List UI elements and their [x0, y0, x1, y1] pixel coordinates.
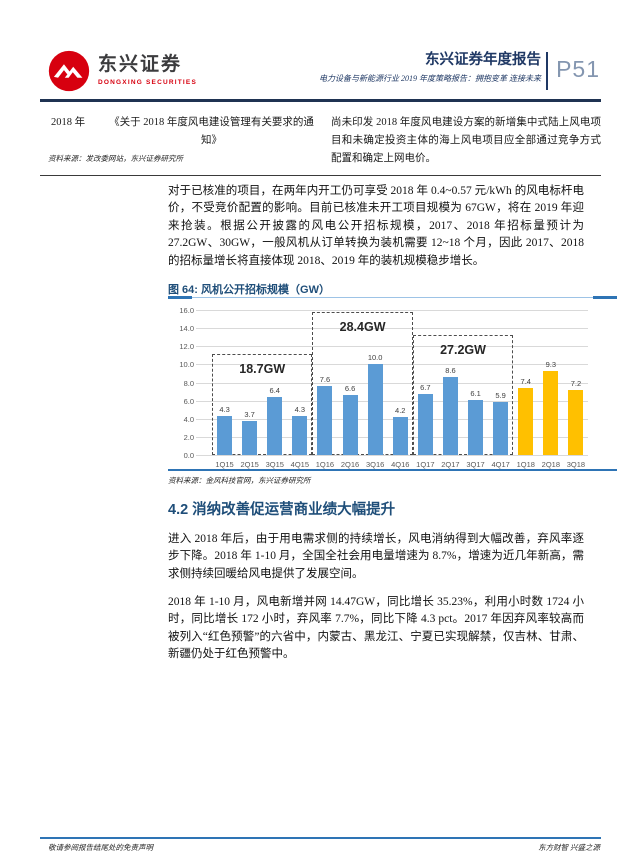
policy-year: 2018 年: [50, 117, 86, 128]
chart-gridline: [196, 382, 588, 384]
bar-value-label: 4.2: [395, 405, 406, 415]
chart-gridline: [196, 346, 588, 348]
x-axis-tick-label: 2Q18: [541, 460, 561, 469]
bar-value-label: 6.6: [344, 384, 356, 394]
policy-table-row: 2018 年 《关于 2018 年度风电建设管理有关要求的通知》 尚未印发 20…: [40, 112, 601, 176]
annotation-box: [312, 311, 413, 455]
x-axis-tick-label: 3Q18: [566, 460, 586, 469]
report-subtitle: 电力设备与新能源行业 2019 年度策略报告：拥抱变革 连接未来: [319, 74, 541, 84]
chart-bar: [217, 416, 233, 455]
body-paragraph-3: 2018 年 1-10 月，风电新增并网 14.47GW，同比增长 35.23%…: [168, 596, 584, 661]
chart-gridline: [196, 418, 588, 420]
x-axis-tick-label: 3Q16: [365, 460, 385, 469]
x-axis-tick-label: 1Q16: [315, 460, 335, 469]
chart-bar: [417, 394, 433, 455]
chart-gridline: [196, 310, 588, 311]
chart-bar: [392, 416, 408, 455]
chart-bar: [442, 377, 458, 455]
dongxing-logo-icon: [48, 50, 90, 92]
chart-bar: [342, 395, 358, 455]
chart-bar: [518, 387, 534, 455]
footer-rule: [40, 837, 601, 839]
y-axis-tick-label: 10.0: [179, 360, 194, 370]
footer-disclaimer: 敬请参阅报告结尾处的免责声明: [48, 843, 153, 852]
x-axis-tick-label: 1Q15: [215, 460, 234, 469]
policy-name: 《关于 2018 年度风电建设管理有关要求的通知》: [109, 117, 314, 146]
table-source-note: 资料来源：发改委网站，东兴证券研究所: [48, 154, 183, 163]
company-logo: 东兴证券 DONGXING SECURITIES: [48, 50, 197, 92]
figure-title-rule: [168, 296, 617, 299]
chart-gridline: [196, 455, 588, 456]
y-axis-tick-label: 6.0: [183, 396, 194, 406]
figure-title: 图 64: 风机公开招标规模（GW）: [168, 284, 330, 296]
brand-name-en: DONGXING SECURITIES: [98, 79, 198, 86]
x-axis-tick-label: 4Q17: [491, 460, 510, 469]
x-axis-tick-label: 2Q15: [240, 460, 259, 469]
bar-value-label: 7.4: [520, 376, 531, 386]
chart-bar: [317, 386, 333, 455]
y-axis-tick-label: 4.0: [183, 414, 194, 424]
x-axis-tick-label: 1Q17: [416, 460, 435, 469]
chart-bar: [367, 364, 383, 455]
x-axis-tick-label: 2Q17: [441, 460, 460, 469]
figure-source-note: 资料来源：金风科技官网，东兴证券研究所: [168, 476, 311, 485]
annotation-label: 18.7GW: [239, 361, 286, 376]
footer-slogan: 东方财智 兴盛之源: [538, 843, 600, 852]
header-rule: [40, 99, 601, 102]
annotation-label: 27.2GW: [440, 343, 486, 358]
bar-value-label: 6.4: [269, 386, 280, 395]
bar-value-label: 5.9: [495, 390, 506, 400]
page-number: P51: [556, 56, 600, 82]
bar-value-label: 6.1: [470, 388, 481, 398]
report-title: 东兴证券年度报告: [425, 52, 541, 68]
policy-detail: 尚未印发 2018 年度风电建设方案的新增集中式陆上风电项目和未确定投资主体的海…: [331, 117, 601, 164]
chart-bar: [468, 399, 484, 455]
bar-value-label: 9.3: [545, 359, 557, 369]
y-axis-tick-label: 14.0: [179, 324, 194, 334]
section-heading: 4.2 消纳改善促运营商业绩大幅提升: [168, 502, 396, 518]
y-axis-tick-label: 12.0: [179, 342, 194, 352]
body-paragraph-1: 对于已核准的项目，在两年内开工仍可享受 2018 年 0.4~0.57 元/kW…: [168, 185, 584, 267]
chart-gridline: [196, 400, 588, 402]
header-divider: [546, 52, 548, 90]
y-axis-tick-label: 8.0: [183, 378, 194, 388]
body-paragraph-2: 进入 2018 年后，由于用电需求侧的持续增长，风电消纳得到大幅改善，弃风率逐步…: [168, 533, 584, 580]
y-axis-tick-label: 2.0: [183, 432, 194, 442]
y-axis-tick-label: 16.0: [179, 306, 194, 315]
bar-value-label: 4.3: [219, 405, 230, 415]
chart-gridline: [196, 328, 588, 330]
y-axis-tick-label: 0.0: [183, 451, 194, 460]
chart-bar: [568, 389, 584, 455]
chart-bar: [242, 421, 258, 455]
x-axis-tick-label: 4Q15: [290, 460, 310, 469]
bar-value-label: 4.3: [294, 405, 306, 415]
annotation-label: 28.4GW: [339, 319, 386, 334]
x-axis-tick-label: 2Q16: [340, 460, 360, 469]
chart-bar: [543, 370, 559, 455]
bar-value-label: 10.0: [367, 353, 383, 363]
x-axis-tick-label: 3Q17: [466, 460, 485, 469]
chart-bar: [267, 397, 283, 455]
chart-gridline: [196, 436, 588, 438]
annotation-box: [412, 335, 514, 455]
x-axis-tick-label: 3Q15: [265, 460, 284, 469]
bar-value-label: 6.7: [420, 383, 431, 393]
chart-gridline: [196, 364, 588, 366]
figure-bottom-rule: [168, 469, 617, 471]
annotation-box: [212, 353, 313, 455]
bar-value-label: 8.6: [445, 366, 456, 376]
chart-bar: [292, 416, 308, 455]
bar-chart: 0.0 2.0 4.0 6.0 8.0 10.0 12.0 14.0 16.0 18.7GW 28.…: [168, 300, 617, 472]
bar-value-label: 3.7: [244, 410, 255, 420]
bar-value-label: 7.2: [570, 378, 582, 388]
x-axis-tick-label: 1Q18: [516, 460, 535, 469]
chart-bar: [493, 401, 509, 455]
bar-value-label: 7.6: [319, 375, 331, 385]
x-axis-tick-label: 4Q16: [391, 460, 410, 469]
brand-name-cn: 东兴证券: [98, 54, 183, 75]
